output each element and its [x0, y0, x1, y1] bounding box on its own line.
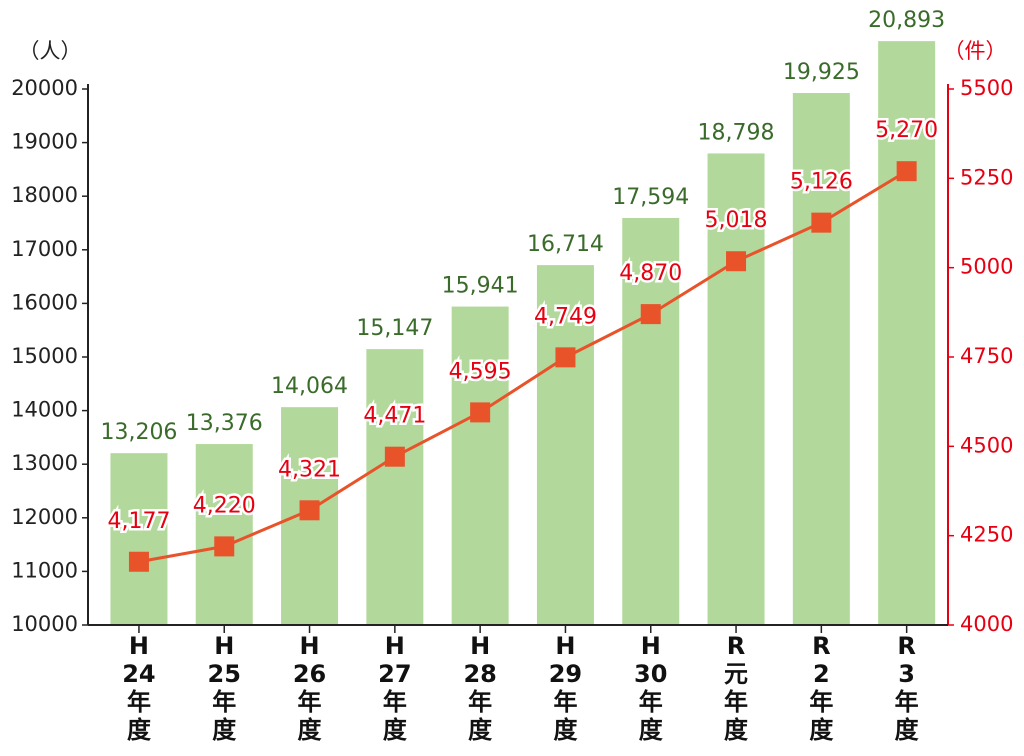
y-tick-label: 20000	[11, 76, 78, 100]
y2-tick-label: 4000	[960, 612, 1013, 636]
marker	[640, 304, 661, 325]
bar	[536, 265, 594, 625]
line	[138, 169, 908, 564]
y2-tick-label: 5250	[960, 165, 1013, 189]
bar	[110, 453, 168, 625]
x-tick-label: R 3 年度	[895, 632, 920, 744]
x-tick-label: H 28 年度	[463, 632, 496, 744]
y-tick-label: 18000	[11, 183, 78, 207]
bar-label: 18,798	[698, 120, 775, 145]
line-label: 4,220	[193, 493, 256, 518]
line-label: 4,321	[278, 457, 341, 482]
line-label: 4,177	[107, 509, 170, 534]
line-label: 5,018	[705, 208, 768, 233]
y2-tick-label: 5500	[960, 76, 1013, 100]
bar-label: 17,594	[612, 185, 689, 210]
x-tick-label: R 元年度	[724, 632, 749, 744]
marker	[214, 536, 235, 557]
marker	[811, 212, 832, 233]
line-label: 4,749	[534, 304, 597, 329]
bar	[195, 444, 253, 625]
x-tick-label: H 30 年度	[634, 632, 667, 744]
bar	[451, 306, 509, 625]
y2-tick-label: 5000	[960, 255, 1013, 279]
y-tick-label: 12000	[11, 505, 78, 529]
x-tick-label: H 29 年度	[549, 632, 582, 744]
bar-label: 20,893	[868, 8, 945, 33]
line-label: 4,870	[619, 261, 682, 286]
bar-label: 14,064	[271, 374, 348, 399]
y2-tick-label: 4250	[960, 523, 1013, 547]
x-tick-label: H 27 年度	[378, 632, 411, 744]
y-tick-label: 16000	[11, 290, 78, 314]
marker	[896, 161, 917, 182]
bar	[707, 153, 765, 626]
marker	[384, 446, 405, 467]
y-tick-label: 10000	[11, 612, 78, 636]
bar-label: 15,941	[442, 274, 519, 299]
x-tick-label: H 26 年度	[293, 632, 326, 744]
y2-tick-label: 4750	[960, 344, 1013, 368]
marker	[555, 347, 576, 368]
y-tick-label: 19000	[11, 130, 78, 154]
y-tick-label: 15000	[11, 344, 78, 368]
bar-label: 16,714	[527, 232, 604, 257]
x-tick-label: R 2 年度	[809, 632, 834, 744]
marker	[726, 251, 747, 272]
bar	[366, 349, 424, 625]
y-tick-label: 13000	[11, 451, 78, 475]
y2-tick-label: 4500	[960, 433, 1013, 457]
bar	[622, 217, 680, 625]
y-axis-label: （人）	[19, 39, 82, 63]
line-label: 4,471	[363, 404, 426, 429]
marker	[299, 500, 320, 521]
bar-label: 19,925	[783, 60, 860, 85]
bar	[792, 93, 850, 625]
line-label: 5,126	[790, 170, 853, 195]
x-tick-label: H 25 年度	[208, 632, 241, 744]
y-tick-label: 11000	[11, 558, 78, 582]
y-tick-label: 17000	[11, 237, 78, 261]
y2-axis-label: （件）	[944, 39, 1007, 63]
line-label: 4,595	[449, 359, 512, 384]
marker	[470, 402, 491, 423]
bar-label: 13,206	[100, 420, 177, 445]
y-tick-label: 14000	[11, 398, 78, 422]
x-tick-label: H 24 年度	[122, 632, 155, 744]
bar-label: 13,376	[186, 411, 263, 436]
bar	[878, 41, 936, 626]
bar-label: 15,147	[356, 316, 433, 341]
line-label: 5,270	[875, 118, 938, 143]
marker	[128, 551, 149, 572]
